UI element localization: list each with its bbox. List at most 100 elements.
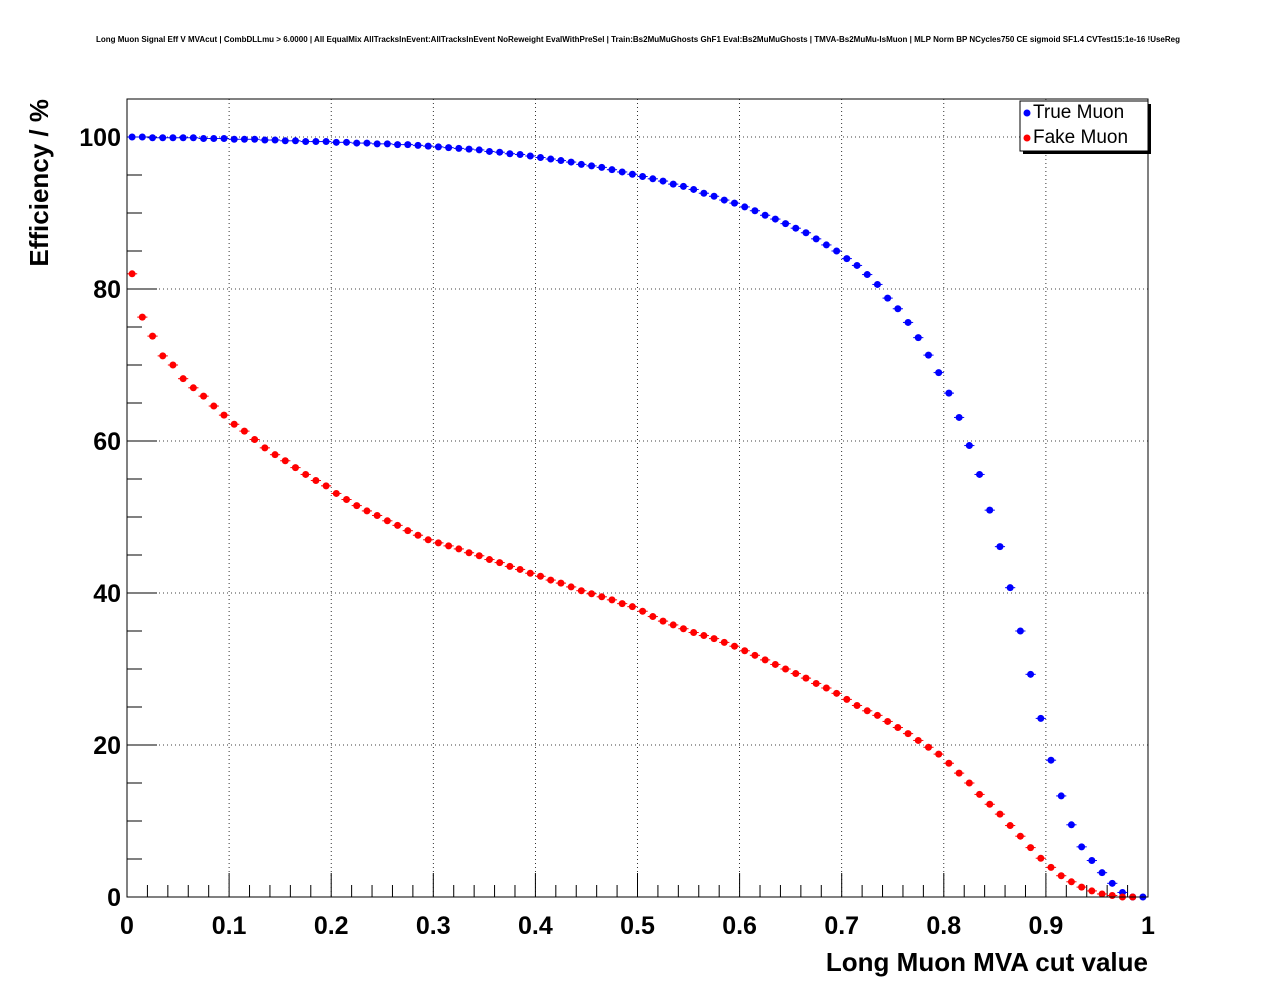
data-point: [1078, 883, 1086, 891]
data-point: [822, 241, 830, 249]
data-point: [792, 670, 800, 678]
data-point: [281, 457, 289, 465]
chart-title: Long Muon Signal Eff V MVAcut | CombDLLm…: [96, 35, 1180, 44]
data-point: [679, 625, 687, 633]
data-point: [669, 621, 677, 629]
data-point: [782, 665, 790, 673]
data-point: [465, 549, 473, 557]
data-point: [700, 632, 708, 640]
data-point: [1027, 670, 1035, 678]
data-point: [200, 135, 208, 143]
data-point: [782, 220, 790, 228]
data-point: [261, 136, 269, 144]
data-point: [945, 389, 953, 397]
data-point: [761, 211, 769, 219]
data-point: [465, 145, 473, 153]
data-point: [455, 545, 463, 553]
data-point: [445, 542, 453, 550]
data-point: [159, 352, 167, 360]
data-point: [833, 247, 841, 255]
data-point: [1037, 714, 1045, 722]
data-point: [924, 743, 932, 751]
data-point: [332, 489, 340, 497]
data-point: [496, 148, 504, 156]
data-point: [251, 435, 259, 443]
data-point: [1108, 879, 1116, 887]
x-tick-label: 0.6: [722, 912, 757, 940]
data-point: [894, 724, 902, 732]
data-point: [149, 134, 157, 142]
data-point: [1057, 792, 1065, 800]
data-point: [659, 177, 667, 185]
y-tick-label: 80: [93, 276, 121, 304]
data-point: [240, 427, 248, 435]
data-point: [802, 674, 810, 682]
data-point: [394, 521, 402, 529]
data-point: [751, 207, 759, 215]
data-point: [1057, 872, 1065, 880]
data-point: [271, 136, 279, 144]
data-point: [210, 402, 218, 410]
data-layer: [127, 133, 1148, 901]
data-point: [567, 583, 575, 591]
data-point: [353, 139, 361, 147]
data-point: [424, 142, 432, 150]
data-point: [210, 135, 218, 143]
data-point: [1006, 822, 1014, 830]
data-point: [924, 351, 932, 359]
data-point: [986, 506, 994, 514]
data-point: [547, 576, 555, 584]
data-point: [251, 135, 259, 143]
x-tick-label: 0.1: [212, 912, 247, 940]
data-point: [690, 185, 698, 193]
data-point: [271, 451, 279, 459]
data-point: [608, 596, 616, 604]
data-point: [526, 569, 534, 577]
data-point: [373, 511, 381, 519]
data-point: [506, 562, 514, 570]
data-point: [1098, 890, 1106, 898]
data-point: [322, 138, 330, 146]
data-point: [1016, 627, 1024, 635]
y-axis-label: Efficiency / %: [24, 99, 54, 267]
data-point: [822, 684, 830, 692]
data-point: [475, 146, 483, 154]
data-point: [955, 769, 963, 777]
data-point: [618, 168, 626, 176]
data-point: [189, 384, 197, 392]
data-point: [628, 603, 636, 611]
data-point: [1108, 891, 1116, 899]
data-point: [281, 137, 289, 145]
data-point: [485, 147, 493, 155]
data-point: [547, 155, 555, 163]
x-tick-label: 0.8: [926, 912, 961, 940]
data-point: [322, 482, 330, 490]
data-point: [863, 271, 871, 279]
data-point: [343, 496, 351, 504]
data-point: [608, 166, 616, 174]
grid-layer: [127, 99, 1148, 897]
y-tick-label: 20: [93, 732, 121, 760]
data-point: [312, 138, 320, 146]
data-point: [230, 135, 238, 143]
data-point: [976, 790, 984, 798]
data-point: [179, 375, 187, 383]
data-point: [1016, 832, 1024, 840]
data-point: [894, 305, 902, 313]
data-point: [965, 442, 973, 450]
data-point: [353, 502, 361, 510]
data-point: [557, 157, 565, 165]
tick-layer: 0 0.1 0.2 0.3 0.4 0.5 0.6 0.7 0.8 0.9 1 0 20 40 60 80 10…: [79, 98, 1155, 940]
data-point: [1098, 869, 1106, 877]
data-point: [669, 180, 677, 188]
data-point: [200, 392, 208, 400]
data-point: [873, 711, 881, 719]
data-point: [537, 154, 545, 162]
data-point: [383, 140, 391, 148]
data-point: [424, 536, 432, 544]
data-point: [659, 617, 667, 625]
data-point: [904, 730, 912, 738]
data-point: [1037, 854, 1045, 862]
